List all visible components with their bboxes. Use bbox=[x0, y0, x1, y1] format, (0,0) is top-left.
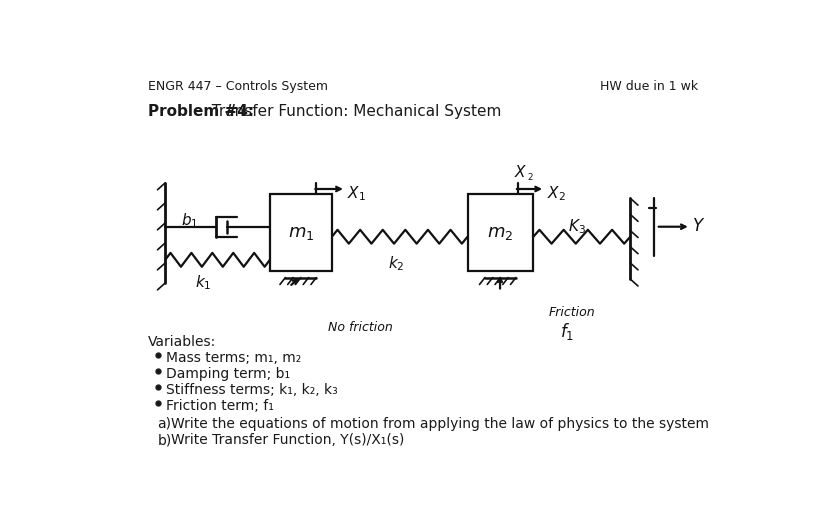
Text: $X_2$: $X_2$ bbox=[547, 185, 565, 203]
Text: ENGR 447 – Controls System: ENGR 447 – Controls System bbox=[148, 80, 328, 94]
Text: $K_3$: $K_3$ bbox=[568, 217, 586, 236]
Text: Stiffness terms; k₁, k₂, k₃: Stiffness terms; k₁, k₂, k₃ bbox=[166, 383, 338, 397]
Text: $m_1$: $m_1$ bbox=[287, 224, 314, 242]
Text: Write the equations of motion from applying the law of physics to the system: Write the equations of motion from apply… bbox=[172, 417, 710, 431]
Text: $m_2$: $m_2$ bbox=[487, 224, 514, 242]
Text: $Y$: $Y$ bbox=[692, 217, 705, 235]
Text: Friction: Friction bbox=[548, 306, 596, 319]
Text: $k_1$: $k_1$ bbox=[195, 273, 211, 291]
Text: Friction term; f₁: Friction term; f₁ bbox=[166, 399, 274, 413]
Text: $_2$: $_2$ bbox=[527, 170, 534, 183]
Text: $X$: $X$ bbox=[514, 163, 527, 179]
Bar bbox=[270, 194, 332, 271]
Text: HW due in 1 wk: HW due in 1 wk bbox=[601, 80, 699, 94]
Text: No friction: No friction bbox=[328, 322, 392, 334]
Text: Transfer Function: Mechanical System: Transfer Function: Mechanical System bbox=[202, 104, 502, 118]
Text: $X_1$: $X_1$ bbox=[348, 185, 366, 203]
Text: Damping term; b₁: Damping term; b₁ bbox=[166, 367, 290, 381]
Text: Variables:: Variables: bbox=[148, 335, 216, 349]
Text: Mass terms; m₁, m₂: Mass terms; m₁, m₂ bbox=[166, 351, 301, 364]
Text: $b_1$: $b_1$ bbox=[181, 211, 198, 230]
Text: a): a) bbox=[158, 417, 172, 431]
Text: b): b) bbox=[158, 433, 172, 447]
Text: Write Transfer Function, Y(s)/X₁(s): Write Transfer Function, Y(s)/X₁(s) bbox=[172, 433, 405, 447]
Bar bbox=[468, 194, 534, 271]
Text: Problem #4:: Problem #4: bbox=[148, 104, 254, 118]
Text: $k_2$: $k_2$ bbox=[388, 254, 405, 273]
Text: $f_1$: $f_1$ bbox=[561, 322, 575, 342]
